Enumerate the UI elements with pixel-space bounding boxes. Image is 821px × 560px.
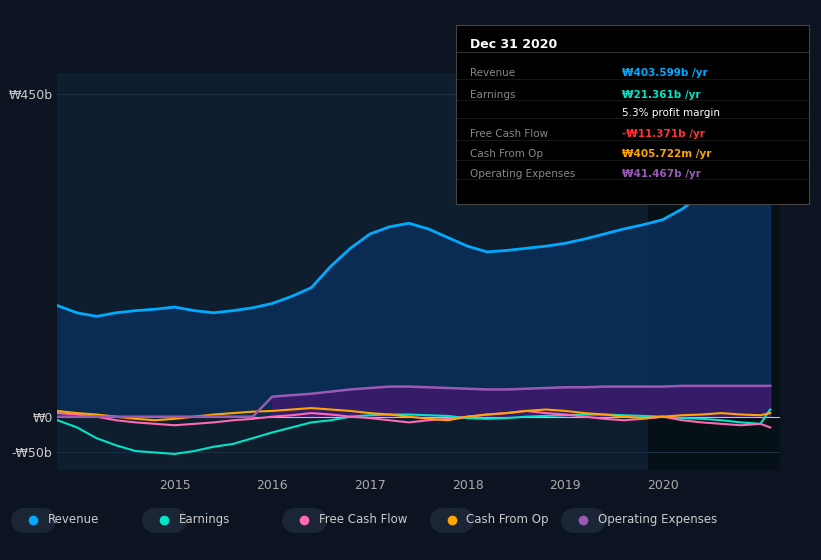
Text: Operating Expenses: Operating Expenses: [470, 169, 575, 179]
Text: Revenue: Revenue: [470, 68, 515, 78]
Bar: [648, 73, 780, 470]
Text: -₩11.371b /yr: -₩11.371b /yr: [621, 129, 704, 139]
Text: Dec 31 2020: Dec 31 2020: [470, 38, 557, 51]
Text: ₩21.361b /yr: ₩21.361b /yr: [621, 90, 700, 100]
Text: ₩405.722m /yr: ₩405.722m /yr: [621, 149, 711, 159]
Text: Earnings: Earnings: [470, 90, 516, 100]
Text: Cash From Op: Cash From Op: [470, 149, 543, 159]
Text: ₩403.599b /yr: ₩403.599b /yr: [621, 68, 707, 78]
Text: ₩41.467b /yr: ₩41.467b /yr: [621, 169, 700, 179]
Text: Revenue: Revenue: [48, 514, 99, 526]
Text: Operating Expenses: Operating Expenses: [598, 514, 717, 526]
Text: Free Cash Flow: Free Cash Flow: [470, 129, 548, 139]
Text: Cash From Op: Cash From Op: [466, 514, 548, 526]
Text: 5.3% profit margin: 5.3% profit margin: [621, 108, 719, 118]
Text: Earnings: Earnings: [179, 514, 231, 526]
Text: Free Cash Flow: Free Cash Flow: [319, 514, 407, 526]
